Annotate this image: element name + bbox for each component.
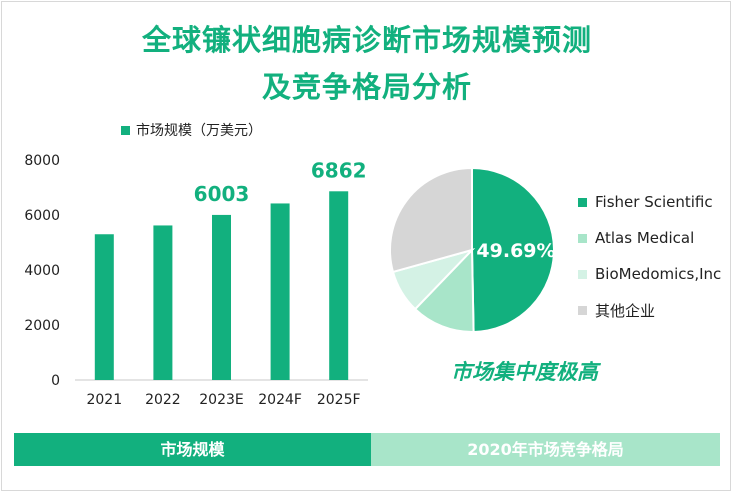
y-tick-label: 4000: [24, 263, 60, 279]
y-tick-label: 6000: [24, 208, 60, 224]
pie-legend-swatch: [578, 269, 587, 279]
pie-legend-swatch: [578, 305, 587, 315]
bar-2025F: [329, 191, 349, 380]
pie-legend-item: Atlas Medical: [578, 220, 721, 256]
footer-left-label: 市场规模: [14, 433, 371, 466]
x-tick-label: 2023E: [199, 392, 243, 408]
bar-2022: [153, 225, 173, 380]
chart-title-line2: 及竞争格局分析: [261, 70, 472, 104]
bar-2024F: [270, 203, 290, 380]
pie-legend-item: 其他企业: [578, 292, 721, 328]
bar-chart: 0 2000 4000 6000 8000 2021 2022 2023E 6003 2024F 2…: [24, 153, 368, 408]
pie-legend-label: Atlas Medical: [595, 229, 695, 247]
pie-legend-label: BioMedomics,Inc: [595, 265, 722, 283]
pie-slice-0: [471, 166, 555, 334]
y-tick-label: 2000: [24, 318, 60, 334]
y-tick-label: 8000: [24, 153, 60, 169]
bar-2023E: [212, 214, 231, 380]
bar-legend-swatch: [121, 125, 130, 135]
x-tick-label: 2024F: [258, 392, 302, 408]
y-tick-label: 0: [51, 373, 60, 389]
data-label-2023E: 6003: [194, 182, 250, 206]
data-label-2025F: 6862: [311, 158, 367, 182]
pie-data-label: 49.69%: [476, 240, 555, 262]
pie-slice-1: [413, 247, 475, 333]
pie-legend-label: 其他企业: [595, 301, 656, 320]
bar-legend: 市场规模（万美元）: [121, 120, 262, 140]
conclusion-text: 市场集中度极高: [451, 360, 598, 384]
pie-legend-item: Fisher Scientific: [578, 184, 721, 220]
pie-legend-swatch: [578, 233, 587, 243]
pie-legend-item: BioMedomics,Inc: [578, 256, 721, 292]
x-tick-label: 2022: [145, 392, 181, 408]
bar-legend-label: 市场规模（万美元）: [136, 123, 262, 139]
pie-legend: Fisher Scientific Atlas Medical BioMedomic…: [578, 184, 721, 328]
chart-title-line1: 全球镰状细胞病诊断市场规模预测: [141, 23, 592, 57]
pie-slice-3: [389, 166, 473, 274]
bar-2021: [94, 234, 114, 380]
pie-chart: 49.69%: [389, 166, 556, 334]
x-tick-label: 2025F: [317, 392, 361, 408]
pie-legend-label: Fisher Scientific: [595, 193, 713, 211]
x-tick-label: 2021: [86, 392, 122, 408]
pie-legend-swatch: [578, 197, 587, 207]
footer-right-label: 2020年市场竞争格局: [371, 433, 720, 466]
